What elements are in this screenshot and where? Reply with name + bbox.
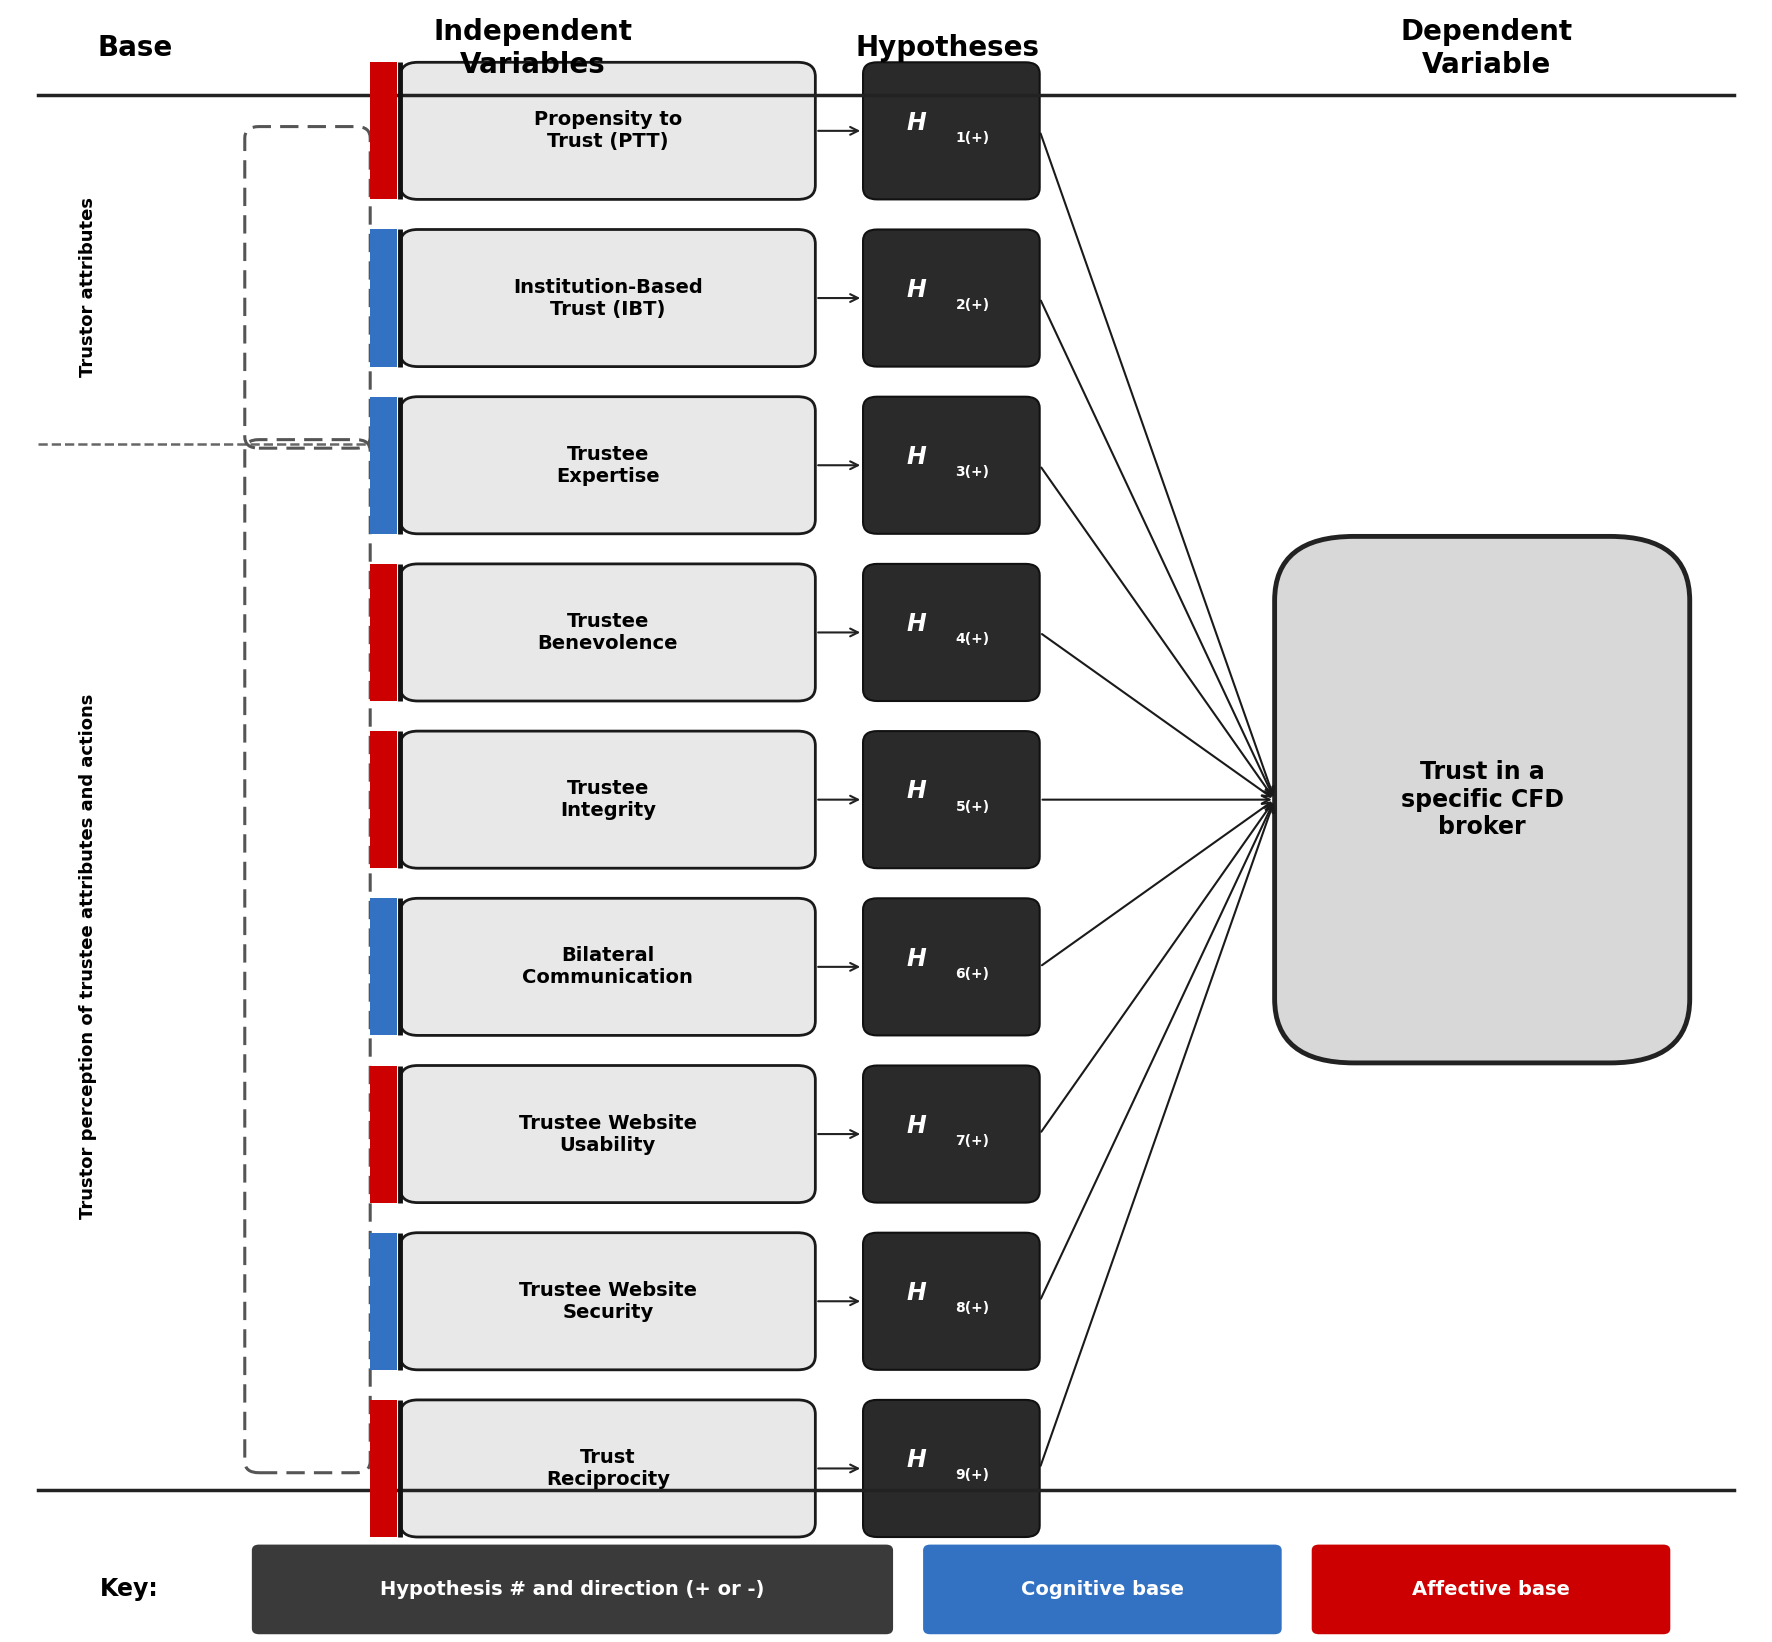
Bar bbox=[370, 230, 397, 366]
Text: 8(+): 8(+) bbox=[955, 1300, 989, 1315]
Text: H: H bbox=[905, 445, 927, 470]
FancyBboxPatch shape bbox=[400, 1066, 815, 1202]
FancyBboxPatch shape bbox=[1274, 537, 1690, 1062]
Text: Institution-Based
Trust (IBT): Institution-Based Trust (IBT) bbox=[512, 277, 703, 319]
Text: Trustee Website
Usability: Trustee Website Usability bbox=[519, 1113, 696, 1154]
Text: Cognitive base: Cognitive base bbox=[1021, 1580, 1184, 1599]
Text: 3(+): 3(+) bbox=[955, 465, 989, 479]
Text: Trustee
Integrity: Trustee Integrity bbox=[560, 780, 656, 819]
Text: Trustee Website
Security: Trustee Website Security bbox=[519, 1281, 696, 1322]
Text: Affective base: Affective base bbox=[1412, 1580, 1570, 1599]
Text: Trust
Reciprocity: Trust Reciprocity bbox=[546, 1448, 670, 1489]
Bar bbox=[370, 898, 397, 1036]
FancyBboxPatch shape bbox=[400, 230, 815, 366]
Bar bbox=[370, 397, 397, 534]
Bar bbox=[370, 563, 397, 701]
Text: Base: Base bbox=[97, 34, 174, 62]
Text: Hypothesis # and direction (+ or -): Hypothesis # and direction (+ or -) bbox=[381, 1580, 766, 1599]
FancyBboxPatch shape bbox=[400, 563, 815, 701]
Bar bbox=[370, 1066, 397, 1202]
FancyBboxPatch shape bbox=[863, 62, 1040, 199]
FancyBboxPatch shape bbox=[400, 62, 815, 199]
FancyBboxPatch shape bbox=[923, 1545, 1281, 1634]
FancyBboxPatch shape bbox=[400, 1233, 815, 1369]
Bar bbox=[370, 731, 397, 869]
Text: H: H bbox=[905, 1113, 927, 1138]
Text: H: H bbox=[905, 1281, 927, 1305]
Text: Key:: Key: bbox=[99, 1578, 159, 1601]
Text: H: H bbox=[905, 277, 927, 302]
Text: Trust in a
specific CFD
broker: Trust in a specific CFD broker bbox=[1400, 760, 1563, 839]
FancyBboxPatch shape bbox=[252, 1545, 893, 1634]
FancyBboxPatch shape bbox=[400, 1401, 815, 1537]
Text: Hypotheses: Hypotheses bbox=[856, 34, 1040, 62]
FancyBboxPatch shape bbox=[863, 1401, 1040, 1537]
Text: 7(+): 7(+) bbox=[955, 1135, 989, 1148]
FancyBboxPatch shape bbox=[863, 230, 1040, 366]
Text: 1(+): 1(+) bbox=[955, 131, 989, 144]
Text: Propensity to
Trust (PTT): Propensity to Trust (PTT) bbox=[533, 110, 682, 151]
Text: 2(+): 2(+) bbox=[955, 297, 989, 312]
Bar bbox=[370, 62, 397, 199]
Text: 5(+): 5(+) bbox=[955, 800, 989, 813]
FancyBboxPatch shape bbox=[400, 731, 815, 869]
Bar bbox=[370, 1401, 397, 1537]
Text: H: H bbox=[905, 780, 927, 803]
Text: 9(+): 9(+) bbox=[955, 1468, 989, 1483]
FancyBboxPatch shape bbox=[863, 397, 1040, 534]
FancyBboxPatch shape bbox=[400, 898, 815, 1036]
Text: Independent
Variables: Independent Variables bbox=[432, 18, 633, 79]
Bar bbox=[370, 1233, 397, 1369]
Text: H: H bbox=[905, 110, 927, 135]
FancyBboxPatch shape bbox=[863, 1066, 1040, 1202]
Text: Trustee
Expertise: Trustee Expertise bbox=[556, 445, 659, 486]
Text: H: H bbox=[905, 947, 927, 970]
Text: Trustee
Benevolence: Trustee Benevolence bbox=[537, 612, 679, 654]
Text: H: H bbox=[905, 1448, 927, 1473]
FancyBboxPatch shape bbox=[400, 397, 815, 534]
Text: Trustor attributes: Trustor attributes bbox=[78, 197, 96, 378]
FancyBboxPatch shape bbox=[863, 731, 1040, 869]
Text: Trustor perception of trustee attributes and actions: Trustor perception of trustee attributes… bbox=[78, 693, 96, 1218]
Text: 4(+): 4(+) bbox=[955, 632, 989, 647]
FancyBboxPatch shape bbox=[863, 898, 1040, 1036]
Text: 6(+): 6(+) bbox=[955, 967, 989, 980]
FancyBboxPatch shape bbox=[863, 563, 1040, 701]
FancyBboxPatch shape bbox=[863, 1233, 1040, 1369]
Text: H: H bbox=[905, 612, 927, 635]
Text: Dependent
Variable: Dependent Variable bbox=[1400, 18, 1574, 79]
FancyBboxPatch shape bbox=[1311, 1545, 1671, 1634]
Text: Bilateral
Communication: Bilateral Communication bbox=[523, 946, 693, 987]
